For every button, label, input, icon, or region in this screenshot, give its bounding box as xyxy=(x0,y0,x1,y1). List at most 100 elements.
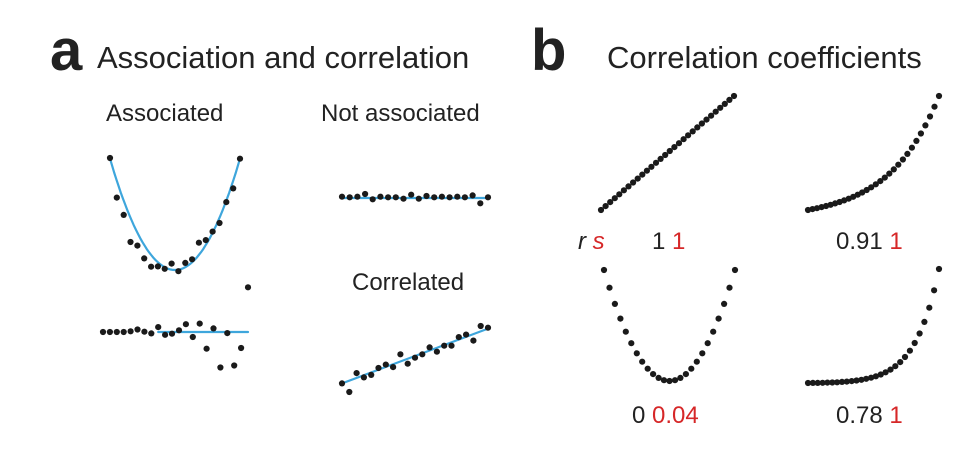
data-point xyxy=(666,377,673,385)
data-point xyxy=(155,324,162,331)
data-point xyxy=(419,351,426,358)
data-point xyxy=(390,364,397,371)
data-point xyxy=(688,365,695,372)
data-point xyxy=(726,96,733,103)
data-point xyxy=(463,331,470,338)
data-point xyxy=(127,328,134,335)
data-point xyxy=(877,178,884,185)
data-point xyxy=(868,374,875,381)
data-point xyxy=(338,380,346,387)
data-point xyxy=(630,179,637,186)
data-point xyxy=(890,166,897,173)
data-point xyxy=(921,318,928,325)
data-point xyxy=(99,328,107,336)
data-point xyxy=(338,193,346,200)
data-point xyxy=(216,219,223,227)
plot-not-correlated xyxy=(99,284,252,371)
data-point xyxy=(377,193,384,200)
data-point xyxy=(660,377,668,384)
data-point xyxy=(611,300,619,307)
data-point xyxy=(470,337,477,344)
data-point xyxy=(843,378,850,385)
data-point xyxy=(113,328,120,336)
data-point xyxy=(694,124,701,131)
data-point xyxy=(633,350,640,357)
data-point xyxy=(375,364,382,372)
data-point xyxy=(455,334,462,341)
data-point xyxy=(346,194,353,201)
data-point xyxy=(461,194,468,201)
data-point xyxy=(415,195,422,202)
data-point xyxy=(644,365,651,372)
data-point xyxy=(872,373,880,380)
data-point xyxy=(625,183,632,190)
data-point xyxy=(931,287,938,294)
coef-linear-r: 1 xyxy=(652,228,666,255)
panel-a-letter: a xyxy=(50,18,83,83)
data-point xyxy=(189,256,196,263)
data-point xyxy=(877,371,884,378)
data-point xyxy=(404,360,411,367)
data-point xyxy=(863,375,870,382)
data-point xyxy=(120,211,127,218)
data-point xyxy=(202,237,209,244)
data-point xyxy=(829,379,836,386)
subtitle-not-associated: Not associated xyxy=(321,100,480,127)
data-point xyxy=(698,120,706,127)
data-point xyxy=(353,370,360,377)
data-point xyxy=(617,315,624,322)
data-point xyxy=(400,195,407,202)
data-point xyxy=(223,199,230,206)
data-point xyxy=(231,362,238,369)
data-point xyxy=(182,259,189,266)
data-point xyxy=(362,190,369,198)
data-point xyxy=(913,137,920,144)
data-point xyxy=(675,140,683,147)
data-point xyxy=(834,379,841,386)
data-point xyxy=(148,330,155,337)
fit-line-associated xyxy=(108,157,242,272)
data-point xyxy=(721,300,728,307)
data-point xyxy=(168,330,176,337)
data-point xyxy=(210,325,217,332)
data-point xyxy=(120,328,127,336)
data-point xyxy=(141,328,148,335)
data-point xyxy=(685,132,692,139)
data-point xyxy=(935,265,943,273)
data-point xyxy=(106,328,113,336)
data-point xyxy=(666,147,673,155)
data-point xyxy=(726,284,733,291)
data-point xyxy=(814,379,821,386)
data-point xyxy=(804,379,812,387)
data-point xyxy=(916,330,923,337)
coef-steep-exponential-r: 0.78 xyxy=(836,402,883,429)
data-point xyxy=(712,108,719,115)
data-point xyxy=(858,376,865,383)
coef-steep-exponential-s: 1 xyxy=(889,402,903,429)
data-point xyxy=(824,379,831,386)
data-point xyxy=(175,268,182,275)
data-point xyxy=(721,100,728,107)
data-point xyxy=(224,330,231,337)
legend-s-symbol: s xyxy=(592,228,605,255)
data-point xyxy=(917,130,925,137)
data-point xyxy=(203,345,210,352)
data-point xyxy=(423,192,430,200)
data-point xyxy=(431,194,438,201)
data-point xyxy=(901,353,909,361)
data-point xyxy=(189,333,196,341)
data-point xyxy=(710,328,717,335)
data-point xyxy=(368,371,375,378)
data-point xyxy=(887,366,894,373)
data-point xyxy=(699,350,706,357)
data-point xyxy=(433,348,440,355)
data-point xyxy=(607,199,614,206)
data-point xyxy=(643,167,651,174)
data-point xyxy=(731,266,739,274)
plot-steep-exponential xyxy=(804,265,943,387)
data-point xyxy=(863,186,870,194)
data-point xyxy=(648,163,655,170)
data-point xyxy=(477,322,484,330)
data-point xyxy=(838,378,846,385)
data-point xyxy=(454,193,461,200)
